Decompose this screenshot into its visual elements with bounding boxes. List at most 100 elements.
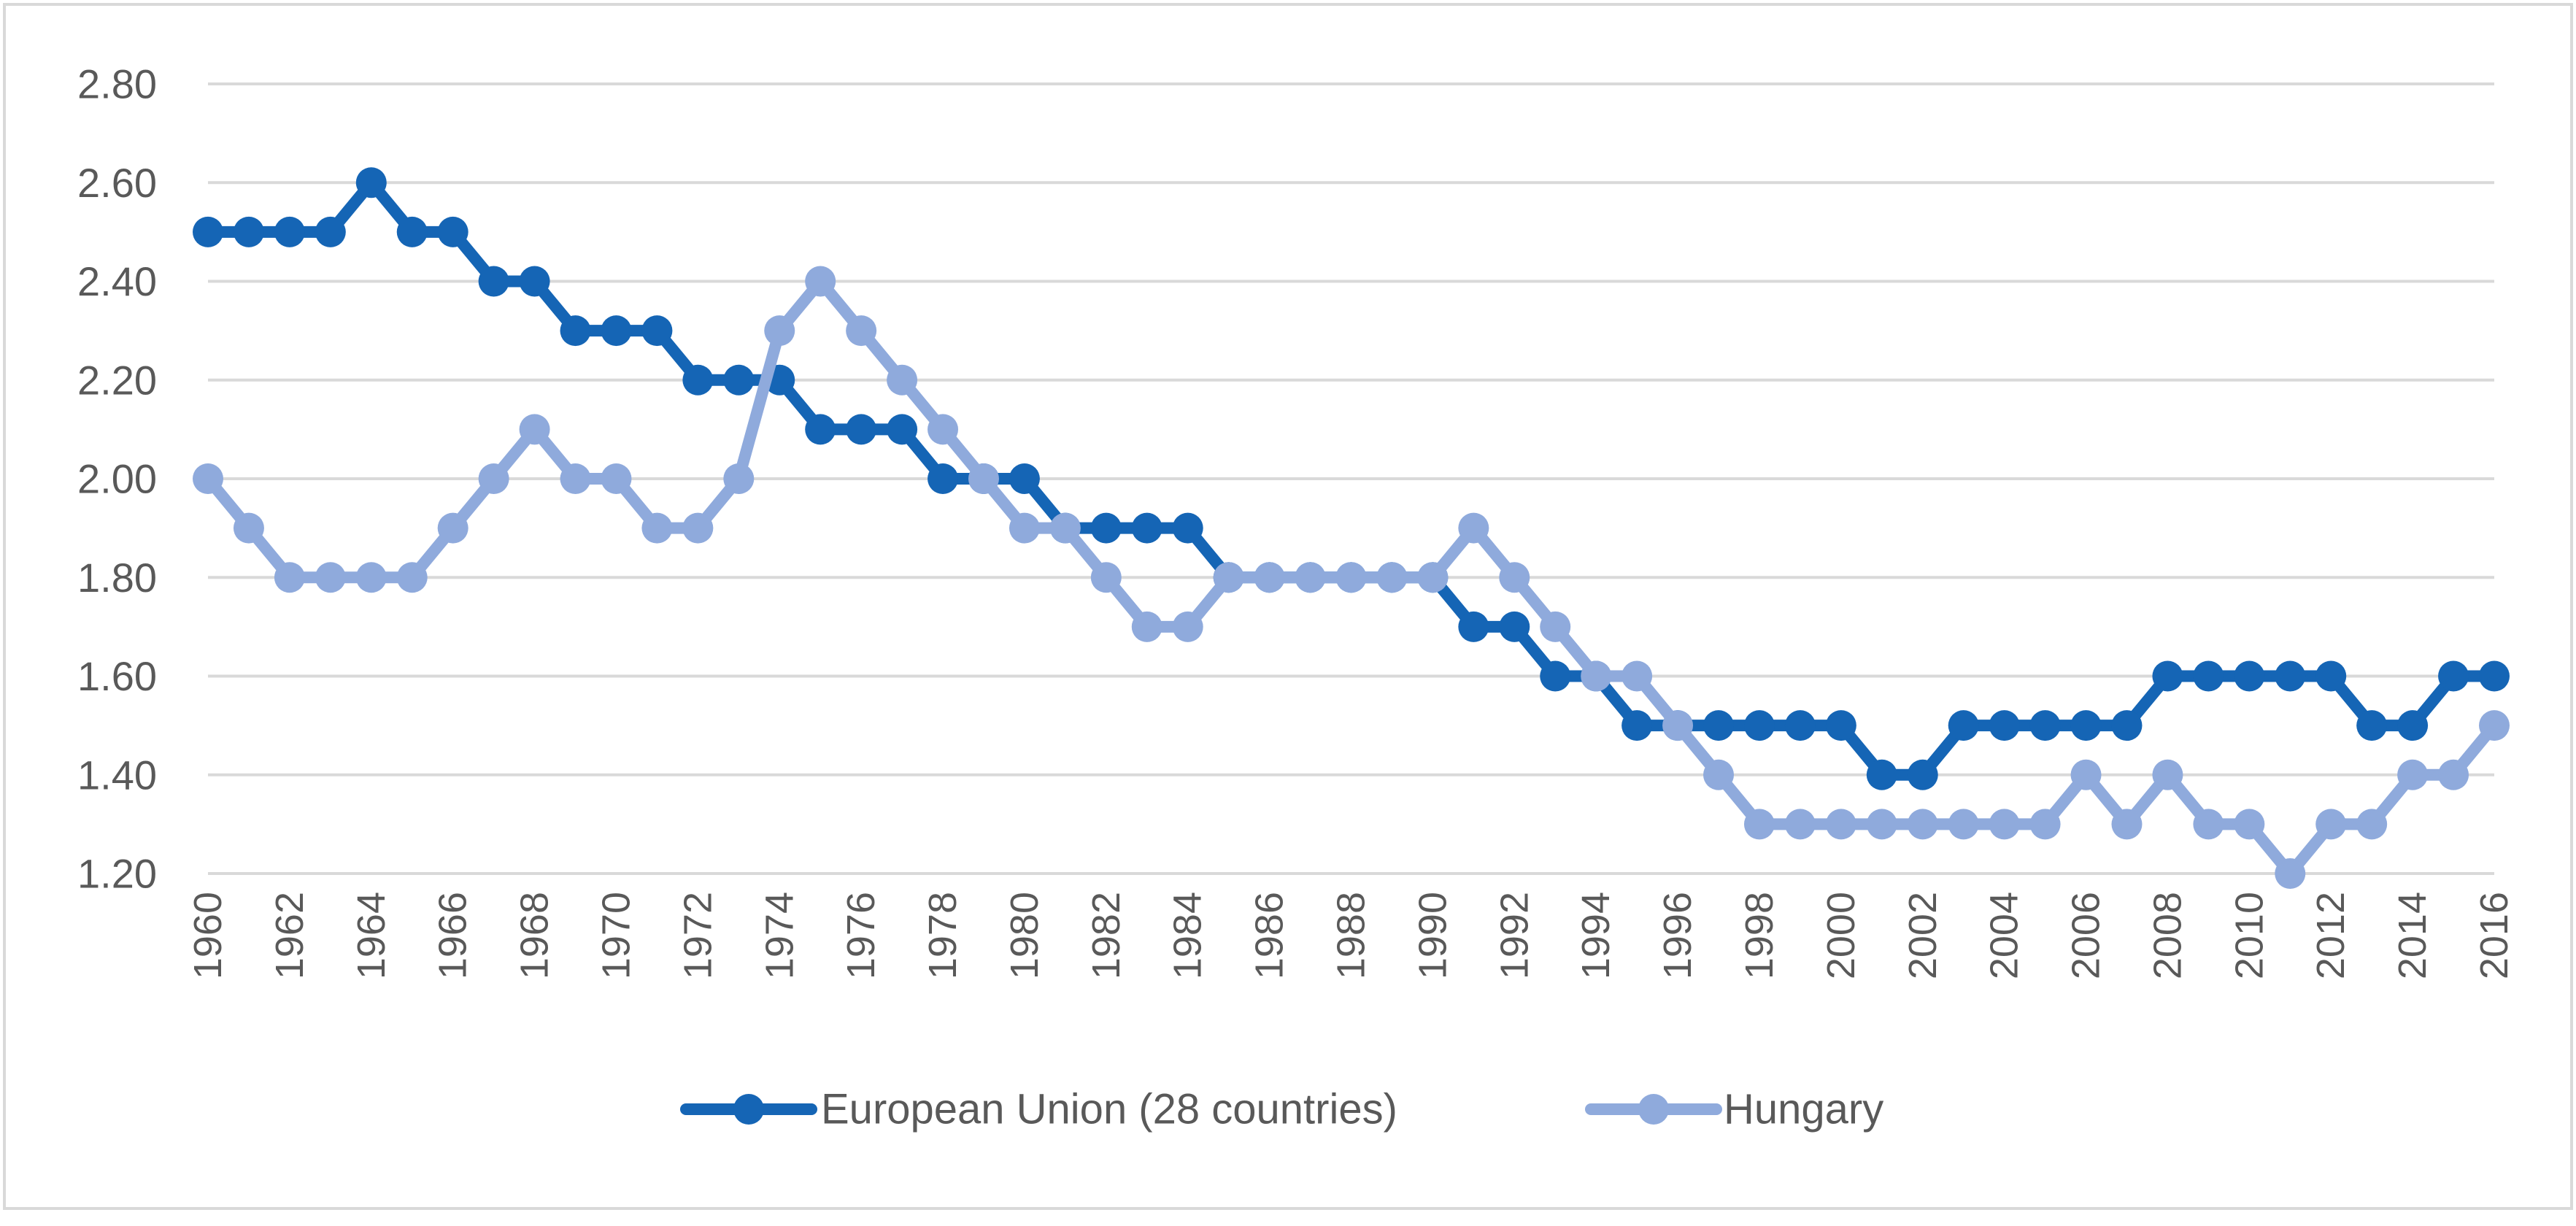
data-point [478, 463, 509, 494]
data-point [887, 364, 918, 396]
data-point [2479, 660, 2510, 692]
data-point [1049, 512, 1081, 544]
x-tick-label: 2010 [2227, 892, 2271, 979]
data-point [355, 167, 387, 198]
data-point [2193, 660, 2224, 692]
x-tick-label: 1974 [757, 892, 801, 979]
data-point [1825, 809, 1856, 840]
data-point [1131, 611, 1162, 642]
data-point [1703, 710, 1735, 741]
x-tick-label: 1962 [268, 892, 312, 979]
data-point [1540, 660, 1571, 692]
x-axis: 1960 1962 1964 1966 1968 1970 1972 1974 1976 1978… [186, 872, 2516, 979]
legend-swatch-marker [1638, 1094, 1669, 1125]
legend[interactable]: European Union (28 countries) Hungary [680, 1086, 1883, 1133]
data-point [641, 512, 673, 544]
legend-item-hungary[interactable]: Hungary [1585, 1086, 1883, 1133]
data-point [641, 315, 673, 347]
x-tick-label: 1990 [1411, 892, 1454, 979]
data-point [2070, 710, 2102, 741]
data-point [1458, 512, 1489, 544]
data-point [355, 562, 387, 593]
x-tick-label: 1964 [350, 892, 393, 979]
data-point [805, 414, 836, 445]
data-point [1989, 710, 2020, 741]
data-point [274, 216, 305, 247]
data-point [2111, 809, 2143, 840]
x-tick-label: 1968 [513, 892, 557, 979]
x-tick-label: 2016 [2472, 892, 2516, 979]
data-point [2397, 710, 2429, 741]
x-tick-label: 2008 [2145, 892, 2189, 979]
x-tick-label: 1982 [1084, 892, 1128, 979]
data-point [1621, 660, 1653, 692]
data-point [1866, 809, 1897, 840]
data-point [601, 463, 632, 494]
x-tick-label: 1960 [186, 892, 230, 979]
y-tick-label: 1.80 [77, 555, 157, 601]
x-tick-label: 1976 [839, 892, 883, 979]
x-tick-label: 1988 [1330, 892, 1373, 979]
data-point [1090, 562, 1122, 593]
data-point [1866, 759, 1897, 790]
data-point [1376, 562, 1408, 593]
data-point [2152, 759, 2183, 790]
data-point [2070, 759, 2102, 790]
legend-label: European Union (28 countries) [821, 1086, 1397, 1133]
y-tick-label: 2.20 [77, 357, 157, 403]
data-point [805, 266, 836, 297]
data-point [519, 414, 550, 445]
data-point [560, 463, 591, 494]
x-tick-label: 2012 [2309, 892, 2353, 979]
data-point [2193, 809, 2224, 840]
x-tick-label: 1986 [1248, 892, 1292, 979]
x-tick-label: 2006 [2064, 892, 2108, 979]
data-point [2315, 809, 2347, 840]
series-group [193, 167, 2510, 889]
data-point [2315, 660, 2347, 692]
chart-border [3, 3, 2573, 1210]
data-point [193, 216, 223, 247]
data-point [2029, 809, 2061, 840]
data-point [846, 315, 877, 347]
data-point [1948, 710, 1979, 741]
data-point [1743, 710, 1775, 741]
data-point [2275, 660, 2306, 692]
y-tick-label: 2.40 [77, 258, 157, 304]
data-point [1581, 660, 1612, 692]
data-point [396, 562, 428, 593]
y-tick-label: 2.80 [77, 61, 157, 107]
data-point [1825, 710, 1856, 741]
data-point [2234, 660, 2265, 692]
x-tick-label: 1996 [1656, 892, 1700, 979]
data-point [2356, 710, 2388, 741]
data-point [1295, 562, 1326, 593]
y-tick-label: 1.40 [77, 752, 157, 798]
x-tick-label: 1970 [594, 892, 638, 979]
data-point [887, 414, 918, 445]
data-point [1172, 512, 1203, 544]
data-point [2438, 759, 2469, 790]
x-tick-label: 2000 [1819, 892, 1863, 979]
data-point [723, 463, 755, 494]
series-hungary [193, 266, 2510, 889]
data-point [1784, 710, 1816, 741]
data-point [233, 216, 264, 247]
x-tick-label: 1998 [1738, 892, 1781, 979]
data-point [2397, 759, 2429, 790]
data-point [1090, 512, 1122, 544]
data-point [723, 364, 755, 396]
data-point [478, 266, 509, 297]
y-tick-label: 2.60 [77, 160, 157, 206]
data-point [2275, 858, 2306, 889]
legend-label: Hungary [1724, 1086, 1883, 1133]
x-tick-label: 1984 [1166, 892, 1210, 979]
data-point [437, 512, 468, 544]
x-tick-label: 1972 [676, 892, 720, 979]
data-point [1417, 562, 1449, 593]
data-point [1907, 809, 1938, 840]
legend-item-european-union[interactable]: European Union (28 countries) [680, 1086, 1397, 1133]
data-point [601, 315, 632, 347]
data-point [2152, 660, 2183, 692]
